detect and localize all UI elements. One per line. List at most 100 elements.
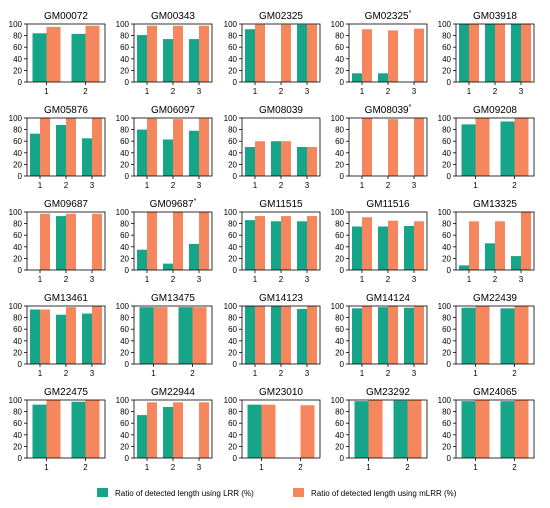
bar-mlrr [255, 216, 265, 270]
x-tick-label: 3 [197, 87, 202, 96]
bar-lrr [404, 307, 414, 364]
bar-lrr [71, 401, 86, 458]
y-tick-label: 60 [120, 43, 129, 52]
y-tick-label: 80 [442, 220, 451, 229]
x-tick-label: 3 [197, 463, 202, 472]
bar-mlrr [407, 400, 422, 458]
x-tick-label: 2 [386, 275, 391, 284]
y-tick-label: 40 [120, 243, 129, 252]
y-tick-label: 100 [224, 208, 238, 217]
bar-lrr [378, 226, 388, 270]
y-tick-label: 100 [9, 396, 23, 405]
bar-lrr [163, 406, 173, 458]
y-tick-label: 80 [228, 126, 237, 135]
bar-lrr [189, 130, 199, 176]
y-tick-label: 40 [335, 149, 344, 158]
x-tick-label: 2 [386, 181, 391, 190]
bar-mlrr [85, 25, 100, 83]
y-tick-label: 60 [120, 325, 129, 334]
y-tick-label: 0 [340, 454, 345, 463]
y-tick-label: 60 [13, 419, 22, 428]
bar-mlrr [173, 402, 183, 458]
bar-mlrr [66, 213, 76, 270]
y-tick-label: 20 [335, 348, 344, 357]
panel-frame [348, 399, 428, 459]
bar-lrr [139, 307, 154, 364]
bar-mlrr [475, 400, 490, 458]
bar-lrr [393, 400, 408, 458]
panel-title: GM14124 [366, 293, 410, 304]
bar-mlrr [40, 213, 50, 270]
panel-23: GM23010 0 20 40 60 80 100 1 2 [224, 387, 321, 472]
bar-mlrr [85, 400, 100, 458]
y-tick-label: 80 [228, 220, 237, 229]
bar-mlrr [362, 29, 372, 82]
y-tick-label: 60 [228, 137, 237, 146]
y-tick-label: 100 [9, 302, 23, 311]
y-tick-label: 60 [13, 325, 22, 334]
panel-frame [26, 211, 106, 271]
y-tick-label: 100 [438, 396, 452, 405]
y-tick-label: 60 [442, 231, 451, 240]
panel-frame [241, 211, 321, 271]
y-tick-label: 40 [13, 149, 22, 158]
x-tick-label: 1 [360, 369, 365, 378]
y-tick-label: 0 [340, 78, 345, 87]
bar-lrr [189, 243, 199, 270]
y-tick-label: 100 [116, 208, 130, 217]
x-tick-label: 3 [90, 275, 95, 284]
y-tick-label: 60 [442, 325, 451, 334]
x-tick-label: 1 [366, 463, 371, 472]
bar-mlrr [92, 306, 102, 364]
y-tick-label: 20 [13, 348, 22, 357]
y-tick-label: 80 [120, 408, 129, 417]
bar-mlrr [388, 306, 398, 364]
panel-title: GM09687 [44, 199, 88, 210]
panel-frame [26, 305, 106, 365]
panel-frame [348, 305, 428, 365]
y-tick-label: 60 [335, 43, 344, 52]
bar-lrr [137, 129, 147, 176]
x-tick-label: 2 [512, 181, 517, 190]
y-tick-label: 20 [442, 348, 451, 357]
panel-frame [455, 305, 535, 365]
x-tick-label: 2 [64, 369, 69, 378]
panel-title: GM22475 [44, 387, 88, 398]
y-tick-label: 40 [228, 337, 237, 346]
panel-title: GM00072 [44, 11, 88, 22]
y-tick-label: 40 [442, 55, 451, 64]
panel-4: GM02325* 0 20 40 60 80 100 1 2 3 [331, 10, 428, 96]
panel-20: GM22439 0 20 40 60 80 100 1 2 [438, 293, 535, 378]
bar-lrr [271, 221, 281, 270]
y-tick-label: 40 [13, 55, 22, 64]
y-tick-label: 60 [13, 43, 22, 52]
legend-label-mlrr: Ratio of detected length using mLRR (%) [311, 489, 457, 498]
bar-lrr [354, 401, 369, 458]
panel-frame [241, 23, 321, 83]
y-tick-label: 40 [120, 55, 129, 64]
x-tick-label: 1 [151, 369, 156, 378]
panel-title: GM05876 [44, 105, 88, 116]
legend-label-lrr: Ratio of detected length using LRR (%) [115, 489, 254, 498]
bar-mlrr [261, 404, 276, 458]
y-tick-label: 80 [13, 314, 22, 323]
y-tick-label: 40 [13, 337, 22, 346]
y-tick-label: 20 [335, 160, 344, 169]
y-tick-label: 60 [335, 419, 344, 428]
bar-mlrr [362, 217, 372, 270]
bar-mlrr [281, 216, 291, 270]
y-tick-label: 100 [9, 20, 23, 29]
y-tick-label: 0 [125, 454, 130, 463]
y-tick-label: 0 [447, 360, 452, 369]
y-tick-label: 100 [438, 302, 452, 311]
y-tick-label: 20 [120, 66, 129, 75]
bar-lrr [71, 33, 86, 82]
bar-mlrr [514, 118, 529, 176]
x-tick-label: 1 [253, 181, 258, 190]
panel-title: GM24065 [473, 387, 517, 398]
y-tick-label: 20 [442, 66, 451, 75]
bar-lrr [297, 147, 307, 176]
y-tick-label: 40 [335, 243, 344, 252]
x-tick-label: 1 [145, 463, 150, 472]
x-tick-label: 3 [412, 369, 417, 378]
